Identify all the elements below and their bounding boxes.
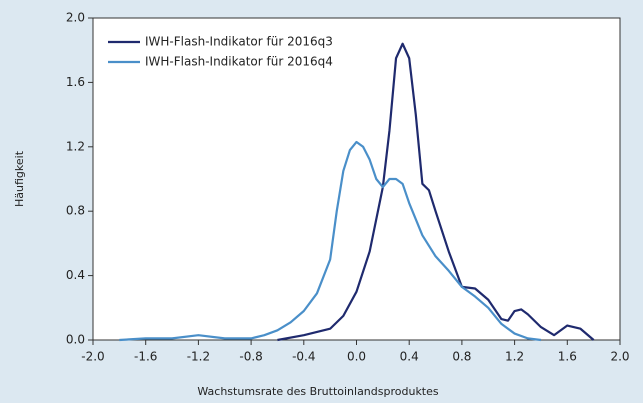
x-tick-label: -1.6: [134, 350, 157, 364]
x-tick-label: 1.6: [558, 350, 577, 364]
y-tick-label: 0.8: [66, 204, 85, 218]
y-tick-label: 2.0: [66, 11, 85, 25]
x-tick-label: 2.0: [610, 350, 629, 364]
x-tick-label: -0.4: [292, 350, 315, 364]
x-tick-label: 0.0: [347, 350, 366, 364]
legend-label: IWH-Flash-Indikator für 2016q3: [145, 35, 333, 49]
plot-area: [92, 17, 621, 341]
y-tick-label: 1.2: [66, 139, 85, 153]
x-tick-label: 0.4: [400, 350, 419, 364]
line-series: [119, 140, 542, 342]
y-axis-label: Häufigkeit: [13, 150, 26, 207]
x-tick-label: -2.0: [81, 350, 104, 364]
y-tick-label: 0.4: [66, 268, 85, 282]
x-axis-label: Wachstumsrate des Bruttoinlandsproduktes: [197, 385, 439, 398]
y-tick-label: 0.0: [66, 333, 85, 347]
x-tick-label: 0.8: [452, 350, 471, 364]
x-tick-label: 1.2: [505, 350, 524, 364]
line-series: [277, 42, 595, 342]
y-tick-label: 1.6: [66, 75, 85, 89]
x-tick-label: -0.8: [239, 350, 262, 364]
x-tick-label: -1.2: [187, 350, 210, 364]
legend-label: IWH-Flash-Indikator für 2016q4: [145, 55, 333, 69]
